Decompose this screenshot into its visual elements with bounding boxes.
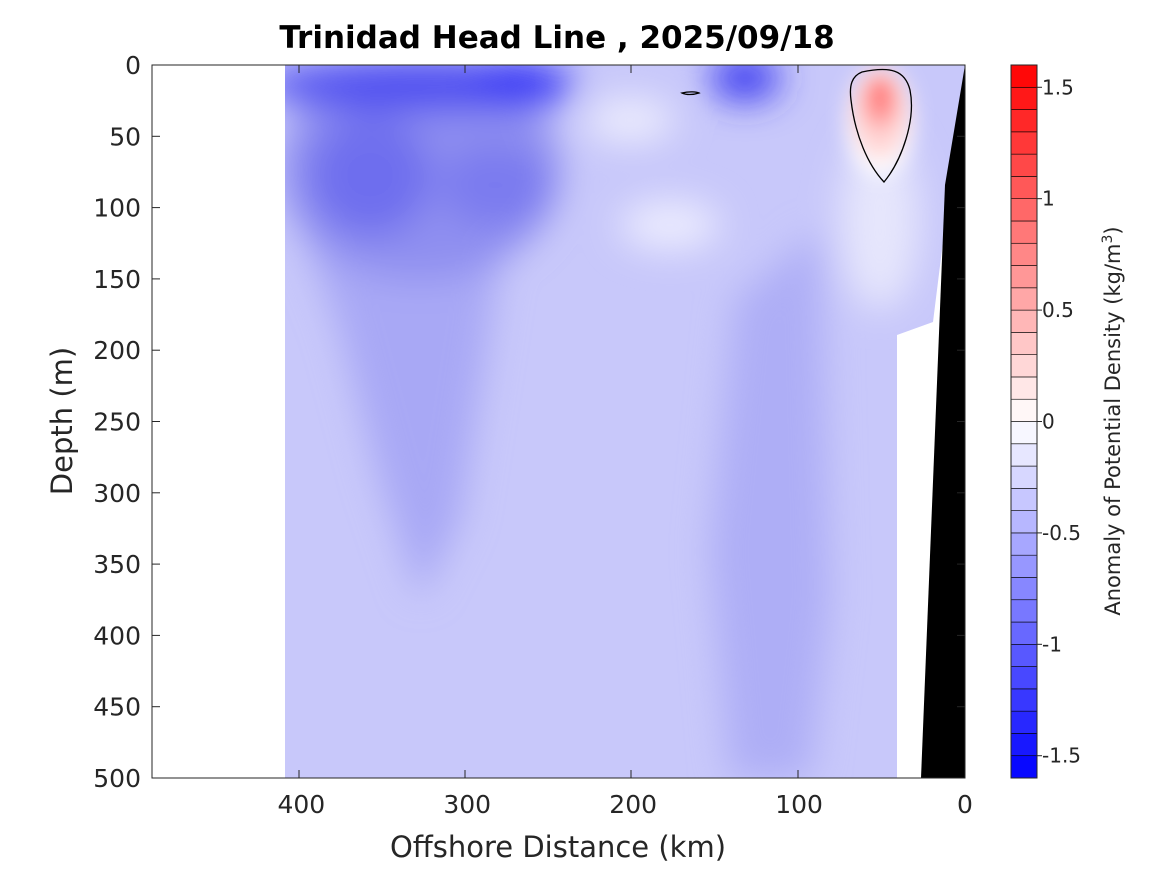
tick-marks — [152, 64, 965, 779]
x-axis-label: Offshore Distance (km) — [390, 830, 726, 864]
chart-title: Trinidad Head Line , 2025/09/18 — [279, 20, 834, 56]
y-tick-label: 50 — [109, 122, 141, 151]
y-tick-label: 350 — [93, 550, 141, 579]
colorbar-segment — [1010, 220, 1038, 244]
colorbar-segment — [1010, 131, 1038, 155]
colorbar-segment — [1010, 198, 1038, 222]
x-tick-label: 200 — [609, 790, 657, 819]
colorbar-segment — [1010, 265, 1038, 289]
colorbar-segment — [1010, 510, 1038, 534]
colorbar-segment — [1010, 488, 1038, 511]
y-tick-label: 200 — [93, 336, 141, 365]
x-tick-label: 300 — [443, 790, 491, 819]
colorbar-segment — [1010, 332, 1038, 355]
colorbar-tick-label: 0.5 — [1042, 298, 1074, 322]
y-tick-label: 100 — [93, 194, 141, 223]
colorbar-segment — [1010, 644, 1038, 667]
x-tick-label: 400 — [277, 790, 325, 819]
colorbar-tick-label: 0 — [1042, 410, 1055, 434]
colorbar-tick-label: 1.5 — [1042, 75, 1074, 99]
colorbar-segment — [1010, 688, 1038, 712]
colorbar-label-superscript: 3 — [1100, 235, 1116, 244]
colorbar-tick-label: -0.5 — [1042, 521, 1081, 545]
x-tick-label: 100 — [775, 790, 823, 819]
colorbar-segment — [1010, 532, 1038, 556]
colorbar-segment — [1010, 599, 1038, 623]
y-tick-label: 450 — [93, 693, 141, 722]
colorbar-segment — [1010, 755, 1038, 779]
colorbar-segment — [1010, 421, 1038, 445]
colorbar-segment — [1010, 621, 1038, 645]
y-tick-labels: 0 50 100 150 200 250 300 350 400 450 500 — [93, 51, 141, 793]
colorbar — [1010, 64, 1038, 779]
colorbar-segment — [1010, 733, 1038, 757]
colorbar-segment — [1010, 398, 1038, 422]
colorbar-segment — [1010, 666, 1038, 690]
colorbar-segment — [1010, 287, 1038, 311]
colorbar-segment — [1010, 554, 1038, 578]
anomaly-field — [285, 65, 965, 778]
colorbar-segment — [1010, 64, 1038, 88]
colorbar-segment — [1010, 710, 1038, 734]
colorbar-segment — [1010, 242, 1038, 266]
colorbar-segment — [1010, 153, 1038, 177]
colorbar-tick-label: 1 — [1042, 187, 1055, 211]
y-tick-label: 0 — [125, 51, 141, 80]
colorbar-tick-label: -1 — [1042, 632, 1062, 656]
colorbar-segment — [1010, 109, 1038, 133]
colorbar-segment — [1010, 354, 1038, 378]
y-tick-label: 150 — [93, 265, 141, 294]
bathymetry — [921, 65, 965, 778]
y-tick-label: 400 — [93, 621, 141, 650]
colorbar-segment — [1010, 443, 1038, 467]
colorbar-segment — [1010, 309, 1038, 333]
colorbar-segment — [1010, 376, 1038, 400]
y-axis-label: Depth (m) — [45, 347, 79, 495]
y-tick-label: 250 — [93, 408, 141, 437]
colorbar-label-suffix: ) — [1101, 226, 1125, 234]
colorbar-segment — [1010, 176, 1038, 199]
x-tick-labels: 400 300 200 100 0 — [277, 790, 972, 819]
x-tick-label: 0 — [957, 790, 973, 819]
colorbar-segment — [1010, 86, 1038, 110]
colorbar-segment — [1010, 577, 1038, 601]
y-tick-label: 500 — [93, 764, 141, 793]
y-tick-label: 300 — [93, 479, 141, 508]
colorbar-tick-label: -1.5 — [1042, 744, 1081, 768]
colorbar-segment — [1010, 465, 1038, 489]
colorbar-label: Anomaly of Potential Density (kg/m3) — [1100, 226, 1125, 615]
colorbar-tick-labels: 1.5 1 0.5 0 -0.5 -1 -1.5 — [1037, 75, 1081, 768]
colorbar-label-text: Anomaly of Potential Density (kg/m — [1101, 244, 1125, 616]
